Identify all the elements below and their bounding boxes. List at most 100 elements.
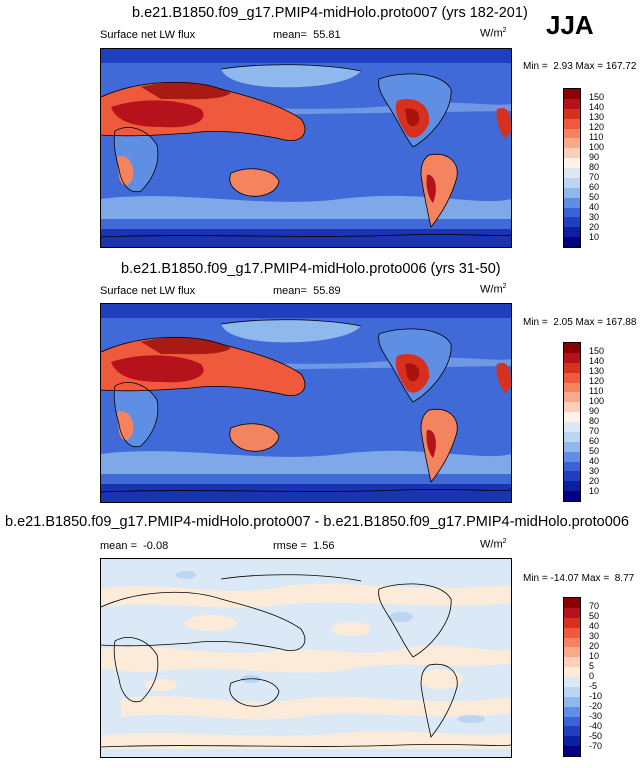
- colorbar-tick-label: 130: [589, 112, 605, 122]
- colorbar-swatch: [564, 392, 580, 403]
- colorbar-swatch: [564, 207, 580, 218]
- colorbar-tick-label: 70: [589, 172, 600, 182]
- colorbar-tick-label: 90: [589, 152, 600, 162]
- colorbar-tick-label: 60: [589, 182, 600, 192]
- colorbar-tick-label: 40: [589, 202, 600, 212]
- colorbar-tick-label: 40: [589, 456, 600, 466]
- colorbar-tick-label: -70: [589, 741, 603, 751]
- panel3-rmse: rmse = 1.56: [273, 540, 335, 552]
- colorbar-swatch: [564, 372, 580, 383]
- colorbar-swatch: [564, 607, 580, 618]
- colorbar-swatch: [564, 177, 580, 188]
- colorbar-tick-label: 5: [589, 661, 595, 671]
- colorbar-swatch: [564, 187, 580, 198]
- panel1-colorbar: [563, 88, 581, 248]
- season-label: JJA: [546, 10, 594, 40]
- colorbar-tick-label: -10: [589, 691, 603, 701]
- panel2-map: [100, 303, 512, 503]
- colorbar-tick-label: 20: [589, 476, 600, 486]
- colorbar-tick-label: 140: [589, 102, 605, 112]
- colorbar-tick-label: 140: [589, 356, 605, 366]
- colorbar-swatch: [564, 237, 580, 247]
- colorbar-swatch: [564, 471, 580, 482]
- panel2-units: W/m2: [480, 283, 507, 296]
- colorbar-tick-label: 150: [589, 346, 605, 356]
- colorbar-tick-label: 120: [589, 376, 605, 386]
- colorbar-swatch: [564, 98, 580, 109]
- colorbar-tick-label: 100: [589, 142, 605, 152]
- colorbar-swatch: [564, 686, 580, 697]
- colorbar-swatch: [564, 696, 580, 707]
- panel3-title: b.e21.B1850.f09_g17.PMIP4-midHolo.proto0…: [5, 514, 629, 530]
- colorbar-swatch: [564, 746, 580, 756]
- colorbar-swatch: [564, 598, 580, 608]
- panel1-title: b.e21.B1850.f09_g17.PMIP4-midHolo.proto0…: [132, 5, 528, 21]
- colorbar-swatch: [564, 138, 580, 149]
- colorbar-swatch: [564, 108, 580, 119]
- colorbar-swatch: [564, 352, 580, 363]
- panel3-units: W/m2: [480, 538, 507, 551]
- panel3-minmax: Min = -14.07 Max = 8.77: [523, 573, 635, 584]
- colorbar-swatch: [564, 197, 580, 208]
- colorbar-tick-label: 80: [589, 162, 600, 172]
- colorbar-tick-label: 130: [589, 366, 605, 376]
- colorbar-tick-label: 100: [589, 396, 605, 406]
- colorbar-swatch: [564, 706, 580, 717]
- colorbar-tick-label: 70: [589, 426, 600, 436]
- panel1-units: W/m2: [480, 27, 507, 40]
- colorbar-swatch: [564, 227, 580, 238]
- colorbar-swatch: [564, 451, 580, 462]
- colorbar-tick-label: 10: [589, 232, 600, 242]
- colorbar-swatch: [564, 481, 580, 492]
- colorbar-swatch: [564, 726, 580, 737]
- colorbar-swatch: [564, 491, 580, 501]
- colorbar-swatch: [564, 617, 580, 628]
- panel3-map: [100, 558, 512, 758]
- colorbar-swatch: [564, 637, 580, 648]
- colorbar-tick-label: 10: [589, 651, 600, 661]
- panel1-variable: Surface net LW flux: [100, 29, 196, 41]
- colorbar-tick-label: 50: [589, 446, 600, 456]
- colorbar-swatch: [564, 461, 580, 472]
- colorbar-swatch: [564, 647, 580, 658]
- panel1-mean-label: mean=: [273, 29, 307, 41]
- colorbar-tick-label: -20: [589, 701, 603, 711]
- colorbar-tick-label: 80: [589, 416, 600, 426]
- colorbar-tick-label: 30: [589, 631, 600, 641]
- panel2-mean: mean= 55.89: [273, 285, 341, 297]
- colorbar-tick-label: 50: [589, 192, 600, 202]
- colorbar-swatch: [564, 89, 580, 99]
- colorbar-tick-label: 70: [589, 601, 600, 611]
- colorbar-tick-label: 10: [589, 486, 600, 496]
- colorbar-swatch: [564, 402, 580, 413]
- colorbar-tick-label: 30: [589, 466, 600, 476]
- colorbar-tick-label: 90: [589, 406, 600, 416]
- colorbar-swatch: [564, 716, 580, 727]
- colorbar-tick-label: 30: [589, 212, 600, 222]
- colorbar-tick-label: 40: [589, 621, 600, 631]
- colorbar-tick-label: 110: [589, 386, 604, 396]
- colorbar-tick-label: 110: [589, 132, 604, 142]
- colorbar-swatch: [564, 362, 580, 373]
- panel2-title: b.e21.B1850.f09_g17.PMIP4-midHolo.proto0…: [121, 261, 501, 277]
- colorbar-swatch: [564, 343, 580, 353]
- colorbar-swatch: [564, 667, 580, 677]
- colorbar-tick-label: 0: [589, 671, 595, 681]
- colorbar-swatch: [564, 627, 580, 638]
- colorbar-swatch: [564, 148, 580, 159]
- colorbar-swatch: [564, 431, 580, 442]
- colorbar-swatch: [564, 158, 580, 168]
- colorbar-swatch: [564, 657, 580, 668]
- colorbar-swatch: [564, 736, 580, 747]
- panel3-colorbar: [563, 597, 581, 757]
- colorbar-tick-label: -40: [589, 721, 603, 731]
- panel2-variable: Surface net LW flux: [100, 285, 196, 297]
- colorbar-tick-label: 60: [589, 436, 600, 446]
- colorbar-swatch: [564, 382, 580, 393]
- panel2-colorbar: [563, 342, 581, 502]
- colorbar-swatch: [564, 118, 580, 129]
- colorbar-swatch: [564, 677, 580, 687]
- panel1-minmax: Min = 2.93 Max = 167.72: [523, 61, 637, 72]
- colorbar-tick-label: 150: [589, 92, 605, 102]
- panel1-mean: mean= 55.81: [273, 29, 341, 41]
